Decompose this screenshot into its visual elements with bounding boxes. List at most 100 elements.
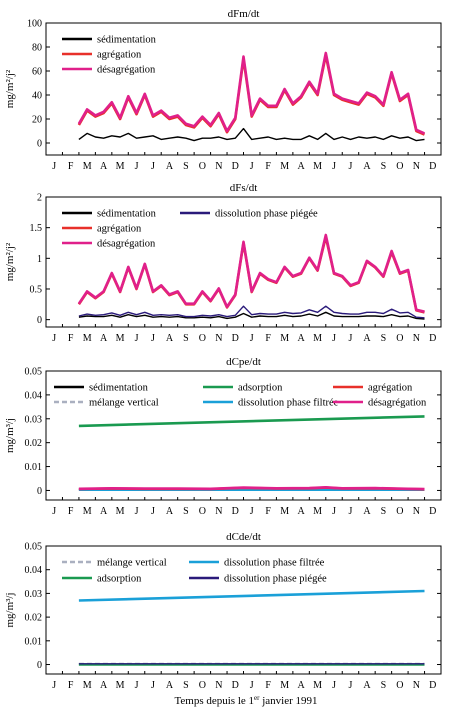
y-tick-label: 0.04: [25, 390, 43, 401]
legend-label-dissolution-phase-piegee: dissolution phase piégée: [224, 574, 327, 585]
legend-label-agregation: agrégation: [97, 224, 142, 235]
x-tick-label: S: [183, 333, 189, 344]
y-tick-label: 0.03: [25, 414, 43, 425]
y-tick-label: 0.05: [25, 542, 43, 553]
x-tick-label: A: [166, 680, 174, 691]
legend-label-desagregation: désagrégation: [97, 65, 156, 76]
series-group: [78, 589, 425, 666]
legend-label-agregation: agrégation: [97, 50, 142, 61]
series-line-desagregation: [78, 485, 425, 491]
x-tick-label: A: [100, 680, 108, 691]
x-tick-label: O: [396, 333, 403, 344]
x-tick-label: J: [349, 506, 353, 517]
x-tick-label: S: [381, 680, 387, 691]
x-tick-label: J: [250, 506, 254, 517]
x-tick-label: N: [413, 333, 420, 344]
x-tick-label: J: [332, 333, 336, 344]
x-tick-label: J: [349, 161, 353, 172]
x-tick-label: F: [265, 333, 271, 344]
x-axis-label-sup: er: [254, 694, 260, 702]
x-tick-label: J: [250, 333, 254, 344]
x-tick-label: O: [396, 506, 403, 517]
y-axis-label: mg/m²/j²: [4, 242, 16, 281]
x-tick-label: J: [135, 161, 139, 172]
x-axis-label-pre: Temps depuis le 1: [174, 695, 254, 707]
chart-title: dFm/dt: [228, 8, 260, 20]
x-tick-label: F: [68, 506, 74, 517]
x-tick-label: S: [381, 333, 387, 344]
x-tick-label: J: [332, 506, 336, 517]
x-tick-label: M: [280, 161, 289, 172]
x-tick-label: J: [349, 333, 353, 344]
y-tick-label: 0.01: [25, 462, 43, 473]
x-tick-label: J: [135, 506, 139, 517]
x-tick-label: O: [199, 506, 206, 517]
x-tick-label: A: [297, 506, 305, 517]
x-tick-label: M: [116, 333, 125, 344]
y-tick-label: 0.02: [25, 613, 43, 624]
x-tick-label: N: [215, 333, 222, 344]
y-axis-label: mg/m³/j: [4, 592, 16, 627]
legend-label-sedimentation: sédimentation: [97, 35, 157, 46]
x-tick-label: A: [100, 161, 108, 172]
x-axis-label-post: janvier 1991: [259, 695, 317, 707]
series-line-desagregation: [77, 51, 426, 135]
x-tick-label: A: [100, 506, 108, 517]
x-axis-label: Temps depuis le 1er janvier 1991: [174, 694, 317, 707]
series-group: [77, 51, 426, 142]
legend-label-dissolution-phase-filtree: dissolution phase filtrée: [238, 398, 339, 409]
x-tick-label: F: [265, 506, 271, 517]
legend-label-adsorption: adsorption: [97, 574, 142, 585]
legend-label-melange-vertical: mélange vertical: [89, 398, 159, 409]
y-tick-label: 1: [37, 254, 42, 265]
y-tick-label: 40: [32, 91, 42, 102]
x-tick-label: A: [363, 161, 371, 172]
legend-label-dissolution-phase-piegee: dissolution phase piégée: [215, 209, 318, 220]
x-tick-label: D: [429, 161, 436, 172]
x-tick-label: M: [83, 161, 92, 172]
series-line-sedimentation: [78, 311, 425, 320]
x-tick-label: F: [265, 161, 271, 172]
y-tick-label: 80: [32, 43, 42, 54]
x-tick-label: J: [52, 333, 56, 344]
x-tick-label: J: [151, 333, 155, 344]
x-tick-label: A: [166, 506, 174, 517]
x-tick-label: F: [265, 680, 271, 691]
x-tick-label: A: [297, 333, 305, 344]
y-tick-label: 0.03: [25, 589, 43, 600]
x-tick-label: A: [166, 333, 174, 344]
x-tick-label: A: [100, 333, 108, 344]
x-tick-label: M: [83, 680, 92, 691]
x-tick-label: J: [151, 506, 155, 517]
y-tick-label: 0.05: [25, 367, 43, 378]
y-tick-label: 20: [32, 115, 42, 126]
x-tick-label: F: [68, 161, 74, 172]
x-tick-label: D: [429, 680, 436, 691]
x-tick-label: S: [381, 161, 387, 172]
x-tick-label: J: [135, 333, 139, 344]
x-tick-label: D: [232, 161, 239, 172]
series-line-dissolution-phase-piegee: [78, 305, 425, 319]
series-line-adsorption: [78, 415, 425, 428]
chart-title: dFs/dt: [230, 182, 258, 194]
y-tick-label: 0.5: [30, 284, 43, 295]
chart-title: dCpe/dt: [226, 356, 261, 368]
x-tick-label: A: [363, 506, 371, 517]
x-tick-label: S: [183, 680, 189, 691]
x-tick-label: S: [183, 506, 189, 517]
y-tick-label: 0: [37, 486, 42, 497]
x-tick-label: M: [280, 333, 289, 344]
x-tick-label: M: [280, 680, 289, 691]
x-tick-label: M: [116, 161, 125, 172]
x-tick-label: M: [280, 506, 289, 517]
x-tick-label: D: [232, 506, 239, 517]
y-tick-label: 0.04: [25, 565, 43, 576]
x-tick-label: J: [250, 161, 254, 172]
x-tick-label: N: [215, 161, 222, 172]
